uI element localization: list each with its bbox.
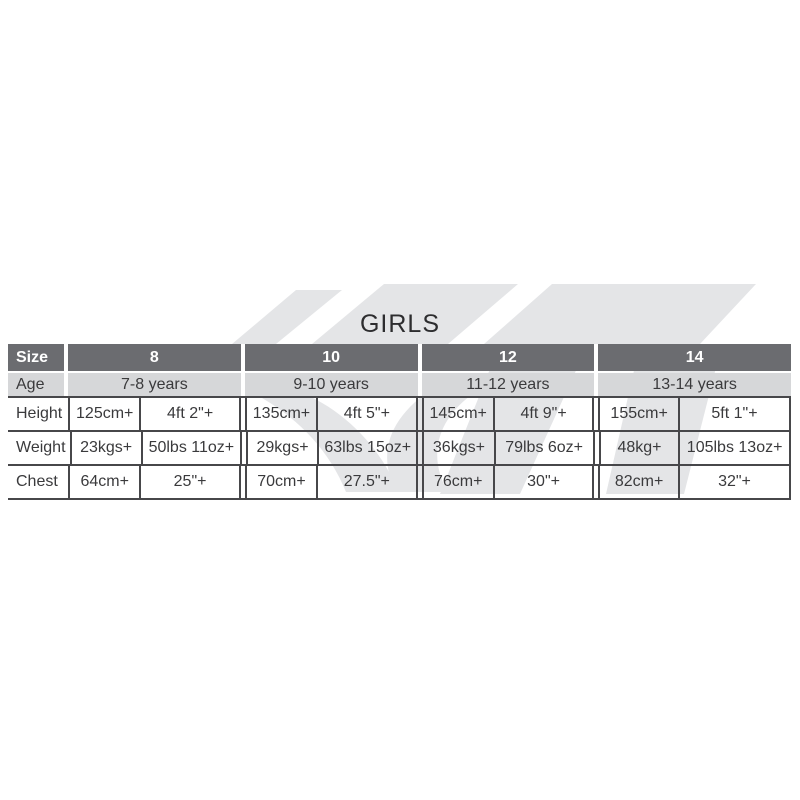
height-row: Height 125cm+ 4ft 2"+ 135cm+ 4ft 5"+ 145…	[8, 396, 791, 432]
chest-size-12-pair: 76cm+ 30"+	[421, 466, 595, 498]
weight-size-8-pair: 23kgs+ 50lbs 11oz+	[69, 432, 242, 464]
weight-size-14-pair: 48kg+ 105lbs 13oz+	[598, 432, 791, 464]
age-size-8-cell: 7-8 years	[68, 373, 241, 396]
chest-in-cell: 32"+	[680, 466, 791, 498]
weight-lb-cell: 79lbs 6oz+	[496, 432, 595, 464]
page-title: GIRLS	[359, 310, 441, 338]
weight-kg-cell: 36kgs+	[422, 432, 496, 464]
weight-size-10-pair: 29kgs+ 63lbs 15oz+	[245, 432, 419, 464]
height-cm-cell: 155cm+	[598, 398, 680, 430]
height-size-12-pair: 145cm+ 4ft 9"+	[421, 398, 595, 430]
weight-kg-cell: 48kg+	[598, 432, 681, 464]
height-size-8-pair: 125cm+ 4ft 2"+	[68, 398, 241, 430]
size-8-header: 8	[68, 344, 241, 371]
age-size-14-cell: 13-14 years	[598, 373, 791, 396]
chest-size-14-pair: 82cm+ 32"+	[598, 466, 791, 498]
weight-lb-cell: 50lbs 11oz+	[143, 432, 242, 464]
height-ft-cell: 4ft 5"+	[318, 398, 418, 430]
height-ft-cell: 5ft 1"+	[680, 398, 791, 430]
height-size-10-pair: 135cm+ 4ft 5"+	[244, 398, 418, 430]
row-label-height: Height	[16, 405, 63, 422]
chest-row: Chest 64cm+ 25"+ 70cm+ 27.5"+ 76cm+ 30"+…	[8, 466, 791, 500]
chest-cm-cell: 76cm+	[421, 466, 495, 498]
height-size-14-pair: 155cm+ 5ft 1"+	[598, 398, 791, 430]
row-label-weight: Weight	[16, 439, 66, 456]
age-row: Age 7-8 years 9-10 years 11-12 years 13-…	[8, 373, 791, 396]
size-chart-table: Size 8 10 12 14 Age 7-8 years 9-10 years…	[8, 344, 791, 500]
age-size-12-cell: 11-12 years	[421, 373, 595, 396]
weight-kg-cell: 29kgs+	[245, 432, 320, 464]
height-cm-cell: 135cm+	[244, 398, 319, 430]
size-header-row: Size 8 10 12 14	[8, 344, 791, 371]
size-chart-page: GIRLS Size 8 10 12 14 Age 7-8 years 9-10…	[8, 310, 791, 500]
weight-row: Weight 23kgs+ 50lbs 11oz+ 29kgs+ 63lbs 1…	[8, 432, 791, 466]
chest-in-cell: 30"+	[495, 466, 595, 498]
row-label-chest: Chest	[16, 473, 58, 490]
height-cm-cell: 125cm+	[68, 398, 142, 430]
chest-cm-cell: 64cm+	[68, 466, 142, 498]
weight-kg-cell: 23kgs+	[69, 432, 143, 464]
row-label-age: Age	[8, 373, 64, 396]
size-10-header: 10	[244, 344, 418, 371]
chest-size-10-pair: 70cm+ 27.5"+	[244, 466, 418, 498]
height-ft-cell: 4ft 2"+	[141, 398, 241, 430]
size-12-header: 12	[421, 344, 595, 371]
weight-lb-cell: 105lbs 13oz+	[680, 432, 791, 464]
chest-in-cell: 27.5"+	[318, 466, 418, 498]
chest-cm-cell: 70cm+	[244, 466, 319, 498]
height-cm-cell: 145cm+	[421, 398, 495, 430]
chest-in-cell: 25"+	[141, 466, 241, 498]
height-ft-cell: 4ft 9"+	[495, 398, 595, 430]
age-size-10-cell: 9-10 years	[244, 373, 418, 396]
size-14-header: 14	[598, 344, 791, 371]
weight-lb-cell: 63lbs 15oz+	[319, 432, 419, 464]
chest-size-8-pair: 64cm+ 25"+	[68, 466, 241, 498]
weight-size-12-pair: 36kgs+ 79lbs 6oz+	[422, 432, 595, 464]
row-label-size: Size	[8, 344, 64, 371]
chest-cm-cell: 82cm+	[598, 466, 680, 498]
